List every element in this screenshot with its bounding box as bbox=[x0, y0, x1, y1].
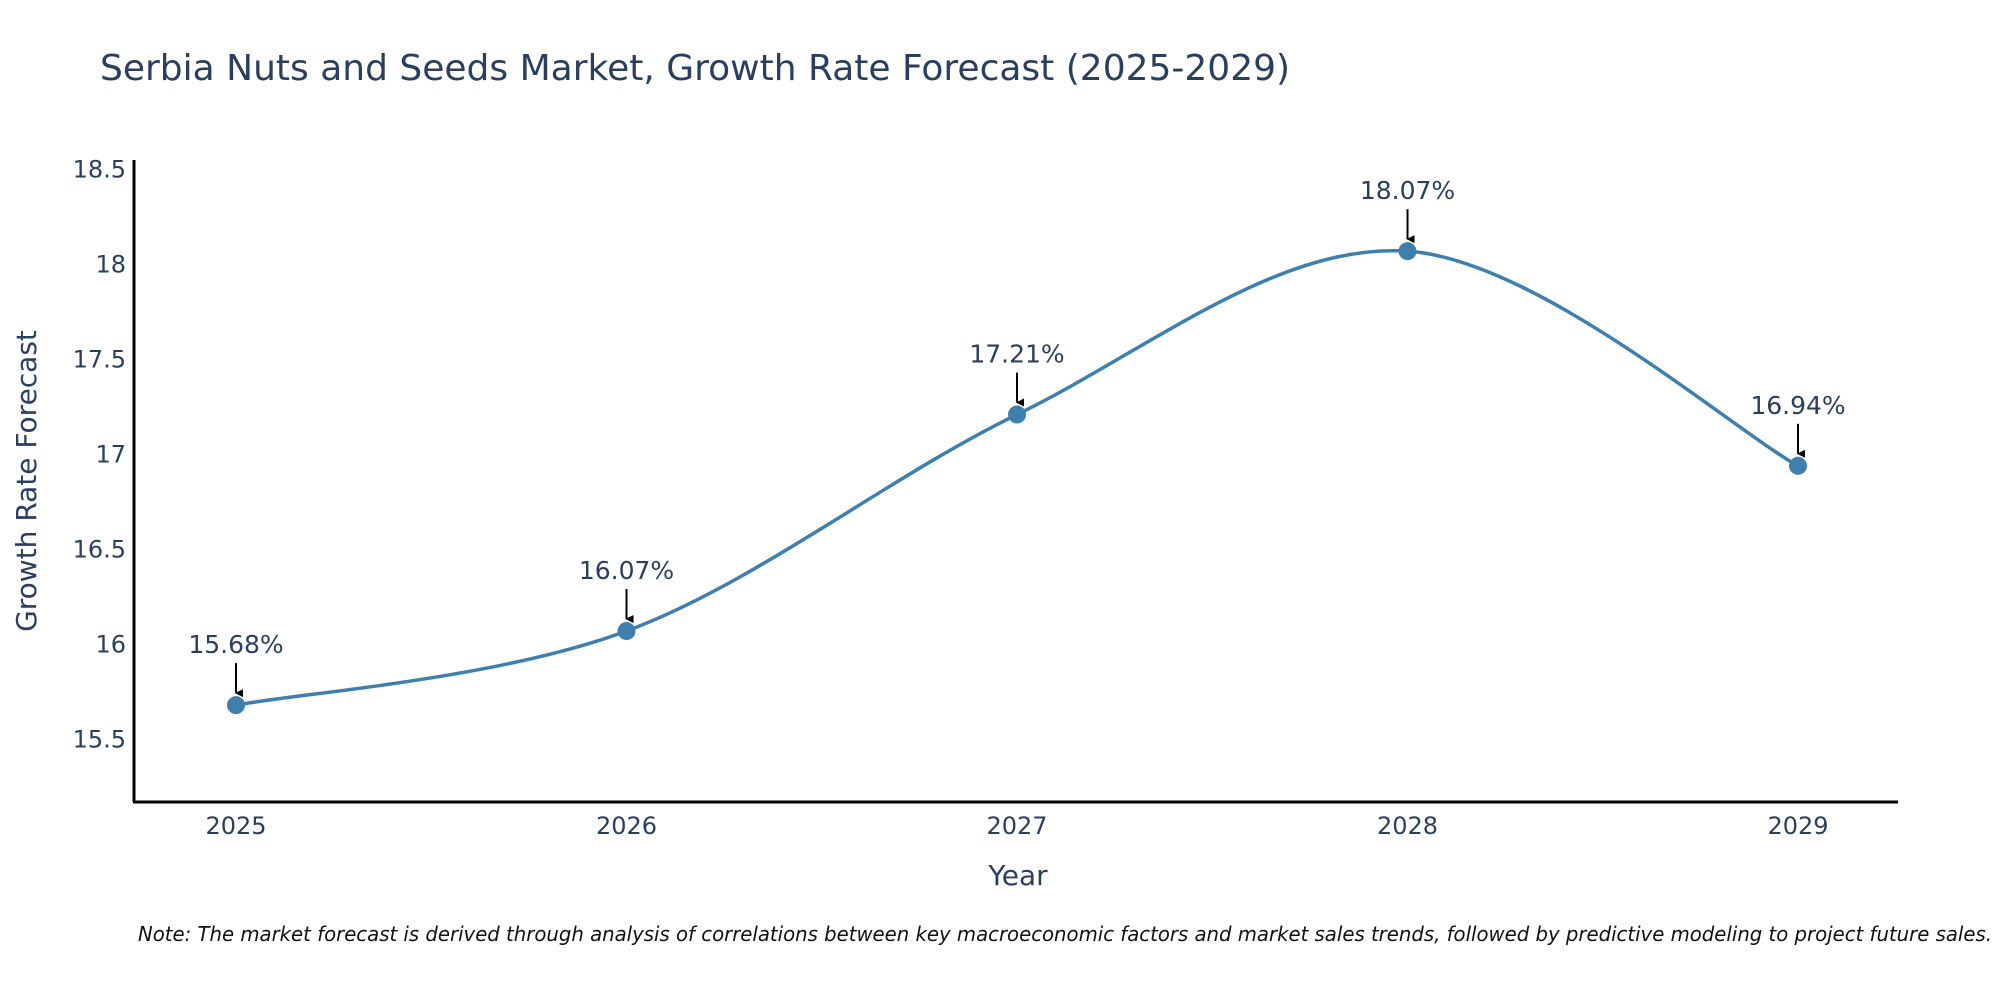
y-tick-label: 17 bbox=[95, 440, 126, 468]
x-tick-label: 2029 bbox=[1767, 812, 1828, 840]
x-tick-label: 2028 bbox=[1377, 812, 1438, 840]
data-label: 17.21% bbox=[969, 340, 1064, 369]
data-point bbox=[1789, 456, 1807, 475]
x-axis-ticks: 2025 2026 2027 2028 2029 bbox=[205, 812, 1828, 840]
data-label: 18.07% bbox=[1360, 176, 1455, 205]
data-label: 16.07% bbox=[579, 556, 674, 585]
y-tick-label: 18.5 bbox=[73, 155, 126, 183]
y-tick-label: 16.5 bbox=[73, 535, 126, 563]
data-point bbox=[1008, 405, 1026, 424]
y-tick-label: 17.5 bbox=[73, 345, 126, 373]
data-point bbox=[617, 622, 636, 641]
x-axis-title: Year bbox=[987, 859, 1048, 892]
data-label-annotations: 15.68% 16.07% 17.21% 18.07% 16.94% bbox=[188, 176, 1846, 698]
y-tick-label: 15.5 bbox=[73, 725, 126, 753]
x-tick-label: 2025 bbox=[205, 812, 266, 840]
forecast-note: Note: The market forecast is derived thr… bbox=[138, 922, 1992, 946]
data-point bbox=[227, 696, 245, 715]
data-point bbox=[1398, 242, 1417, 261]
y-axis-title: Growth Rate Forecast bbox=[10, 330, 43, 632]
series-markers bbox=[227, 242, 1807, 715]
y-axis-ticks: 15.5 16 16.5 17 17.5 18 18.5 bbox=[73, 155, 126, 753]
y-tick-label: 16 bbox=[95, 630, 126, 658]
series-line bbox=[235, 248, 1799, 707]
data-label: 16.94% bbox=[1750, 391, 1845, 420]
chart-title: Serbia Nuts and Seeds Market, Growth Rat… bbox=[100, 48, 1290, 89]
x-tick-label: 2027 bbox=[986, 812, 1047, 840]
data-label: 15.68% bbox=[188, 630, 283, 659]
x-tick-label: 2026 bbox=[596, 812, 657, 840]
y-tick-label: 18 bbox=[95, 250, 126, 278]
